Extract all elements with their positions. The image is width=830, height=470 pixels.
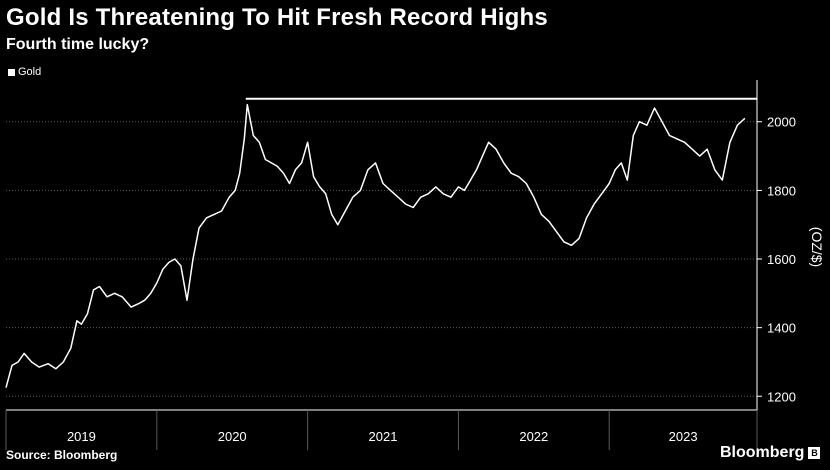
chart-title: Gold Is Threatening To Hit Fresh Record … [6, 4, 548, 31]
y-tick-label-1600: 1600 [767, 252, 796, 267]
y-tick-label-1200: 1200 [767, 389, 796, 404]
bloomberg-logo: Bloomberg B [720, 444, 821, 462]
y-tick-label-1800: 1800 [767, 183, 796, 198]
legend-label-gold: Gold [18, 66, 42, 78]
x-tick-label-2023: 2023 [669, 429, 698, 444]
x-tick-label-2022: 2022 [519, 429, 548, 444]
legend-swatch-gold [8, 68, 15, 76]
x-tick-label-2019: 2019 [67, 429, 96, 444]
brand-name: Bloomberg [720, 444, 805, 461]
x-tick-label-2020: 2020 [218, 429, 247, 444]
series-line-gold [5, 103, 746, 388]
y-tick-label-2000: 2000 [767, 115, 796, 130]
y-axis-label: (OZ/$) [809, 227, 825, 267]
legend: Gold [8, 66, 41, 78]
bloomberg-mark-icon: B [808, 447, 821, 459]
y-tick-label-1400: 1400 [767, 321, 796, 336]
chart-subtitle: Fourth time lucky? [6, 36, 150, 53]
x-tick-label-2021: 2021 [369, 429, 398, 444]
source-note: Source: Bloomberg [6, 448, 118, 462]
